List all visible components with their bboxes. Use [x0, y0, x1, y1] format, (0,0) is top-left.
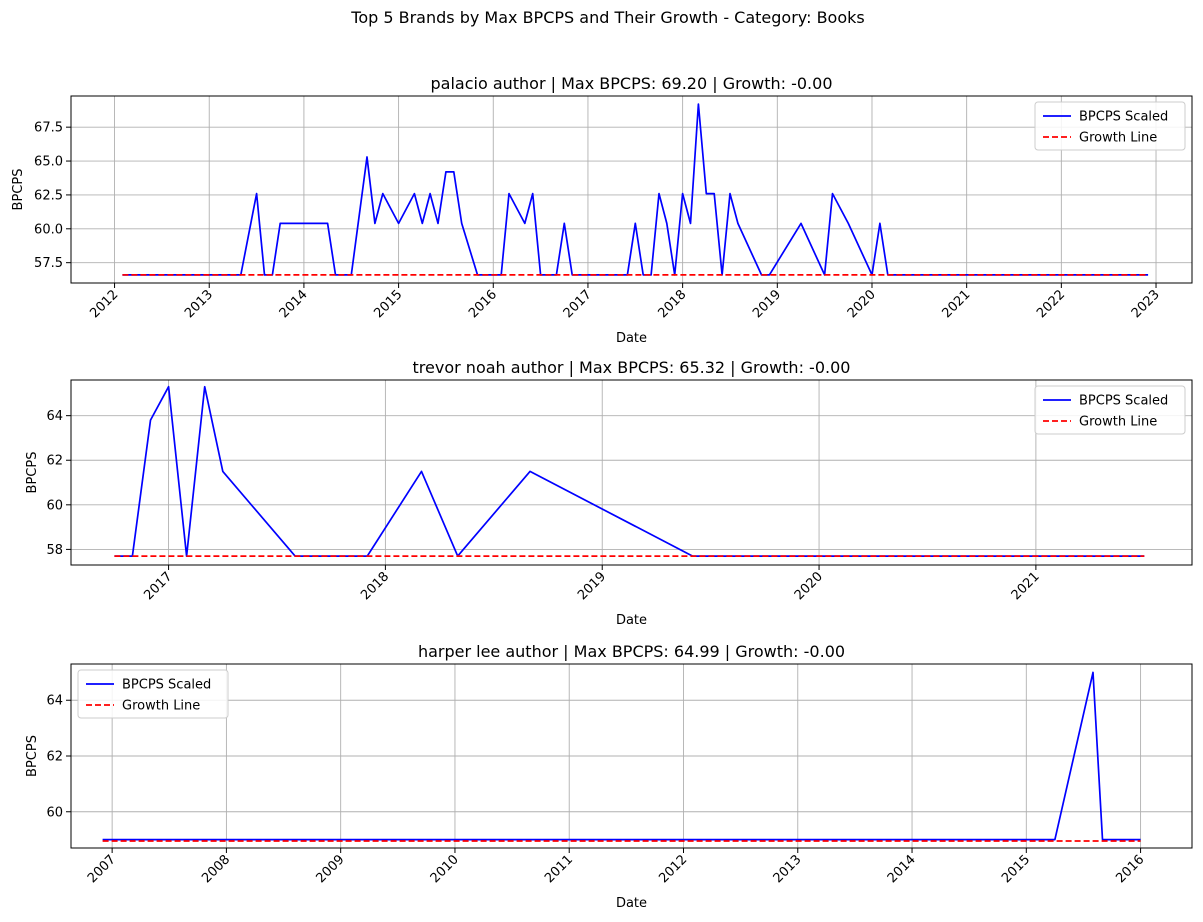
series-line-bpcps-scaled — [102, 671, 1141, 841]
x-tick-label: 2011 — [542, 852, 576, 886]
x-tick-label: 2014 — [277, 287, 311, 321]
subplot-1: palacio author | Max BPCPS: 69.20 | Grow… — [11, 74, 1193, 346]
subplot-title: palacio author | Max BPCPS: 69.20 | Grow… — [430, 74, 832, 93]
series-line-bpcps-scaled — [114, 385, 1145, 557]
figure-suptitle: Top 5 Brands by Max BPCPS and Their Grow… — [350, 8, 864, 27]
y-tick-label: 58 — [46, 543, 63, 558]
y-axis-label: BPCPS — [11, 169, 26, 211]
legend-label: BPCPS Scaled — [122, 678, 211, 693]
legend-box — [1034, 385, 1186, 435]
x-tick-label: 2022 — [1034, 287, 1068, 321]
x-tick-label: 2013 — [771, 852, 805, 886]
x-tick-label: 2023 — [1129, 287, 1163, 321]
y-tick-label: 60 — [46, 805, 63, 820]
legend: BPCPS Scaled Growth Line — [1034, 101, 1186, 151]
x-tick-label: 2014 — [885, 852, 919, 886]
x-tick-label: 2018 — [358, 569, 392, 603]
subplot-title: trevor noah author | Max BPCPS: 65.32 | … — [413, 358, 851, 377]
y-tick-label: 64 — [46, 694, 63, 709]
legend-label: Growth Line — [122, 699, 200, 714]
y-tick-label: 60.0 — [34, 222, 63, 237]
x-tick-label: 2021 — [1009, 569, 1043, 603]
plot-frame — [70, 95, 1193, 284]
y-tick-label: 67.5 — [34, 121, 63, 136]
subplot-2: trevor noah author | Max BPCPS: 65.32 | … — [25, 358, 1193, 628]
legend-label: Growth Line — [1079, 415, 1157, 430]
x-tick-label: 2020 — [845, 287, 879, 321]
x-tick-label: 2021 — [939, 287, 973, 321]
y-tick-label: 64 — [46, 409, 63, 424]
subplot-3: harper lee author | Max BPCPS: 64.99 | G… — [25, 642, 1193, 911]
y-tick-label: 57.5 — [34, 256, 63, 271]
plot-frame — [70, 663, 1193, 849]
x-tick-label: 2017 — [561, 287, 595, 321]
y-tick-label: 62 — [46, 750, 63, 765]
plot-frame — [70, 379, 1193, 566]
x-tick-label: 2016 — [466, 287, 500, 321]
x-axis-label: Date — [616, 896, 647, 911]
legend-box — [1034, 101, 1186, 151]
y-axis-label: BPCPS — [25, 735, 40, 777]
x-tick-label: 2012 — [656, 852, 690, 886]
x-tick-label: 2020 — [792, 569, 826, 603]
y-tick-label: 60 — [46, 498, 63, 513]
x-tick-label: 2008 — [199, 852, 233, 886]
y-axis-label: BPCPS — [25, 452, 40, 494]
x-tick-label: 2007 — [85, 852, 119, 886]
legend-label: BPCPS Scaled — [1079, 110, 1168, 125]
subplot-title: harper lee author | Max BPCPS: 64.99 | G… — [418, 642, 845, 661]
x-tick-label: 2012 — [87, 287, 121, 321]
legend: BPCPS Scaled Growth Line — [1034, 385, 1186, 435]
y-tick-label: 65.0 — [34, 155, 63, 170]
x-tick-label: 2015 — [999, 852, 1033, 886]
series-line-bpcps-scaled — [122, 103, 1149, 276]
x-tick-label: 2019 — [575, 569, 609, 603]
x-tick-label: 2018 — [655, 287, 689, 321]
legend-label: BPCPS Scaled — [1079, 394, 1168, 409]
legend-label: Growth Line — [1079, 131, 1157, 146]
x-tick-label: 2017 — [141, 569, 175, 603]
x-tick-label: 2010 — [428, 852, 462, 886]
legend-box — [77, 669, 229, 719]
x-tick-label: 2016 — [1113, 852, 1147, 886]
y-tick-label: 62 — [46, 454, 63, 469]
x-tick-label: 2013 — [182, 287, 216, 321]
x-tick-label: 2009 — [314, 852, 348, 886]
x-axis-label: Date — [616, 331, 647, 346]
y-tick-label: 62.5 — [34, 188, 63, 203]
legend: BPCPS Scaled Growth Line — [77, 669, 229, 719]
x-tick-label: 2015 — [371, 287, 405, 321]
x-tick-label: 2019 — [750, 287, 784, 321]
x-axis-label: Date — [616, 613, 647, 628]
